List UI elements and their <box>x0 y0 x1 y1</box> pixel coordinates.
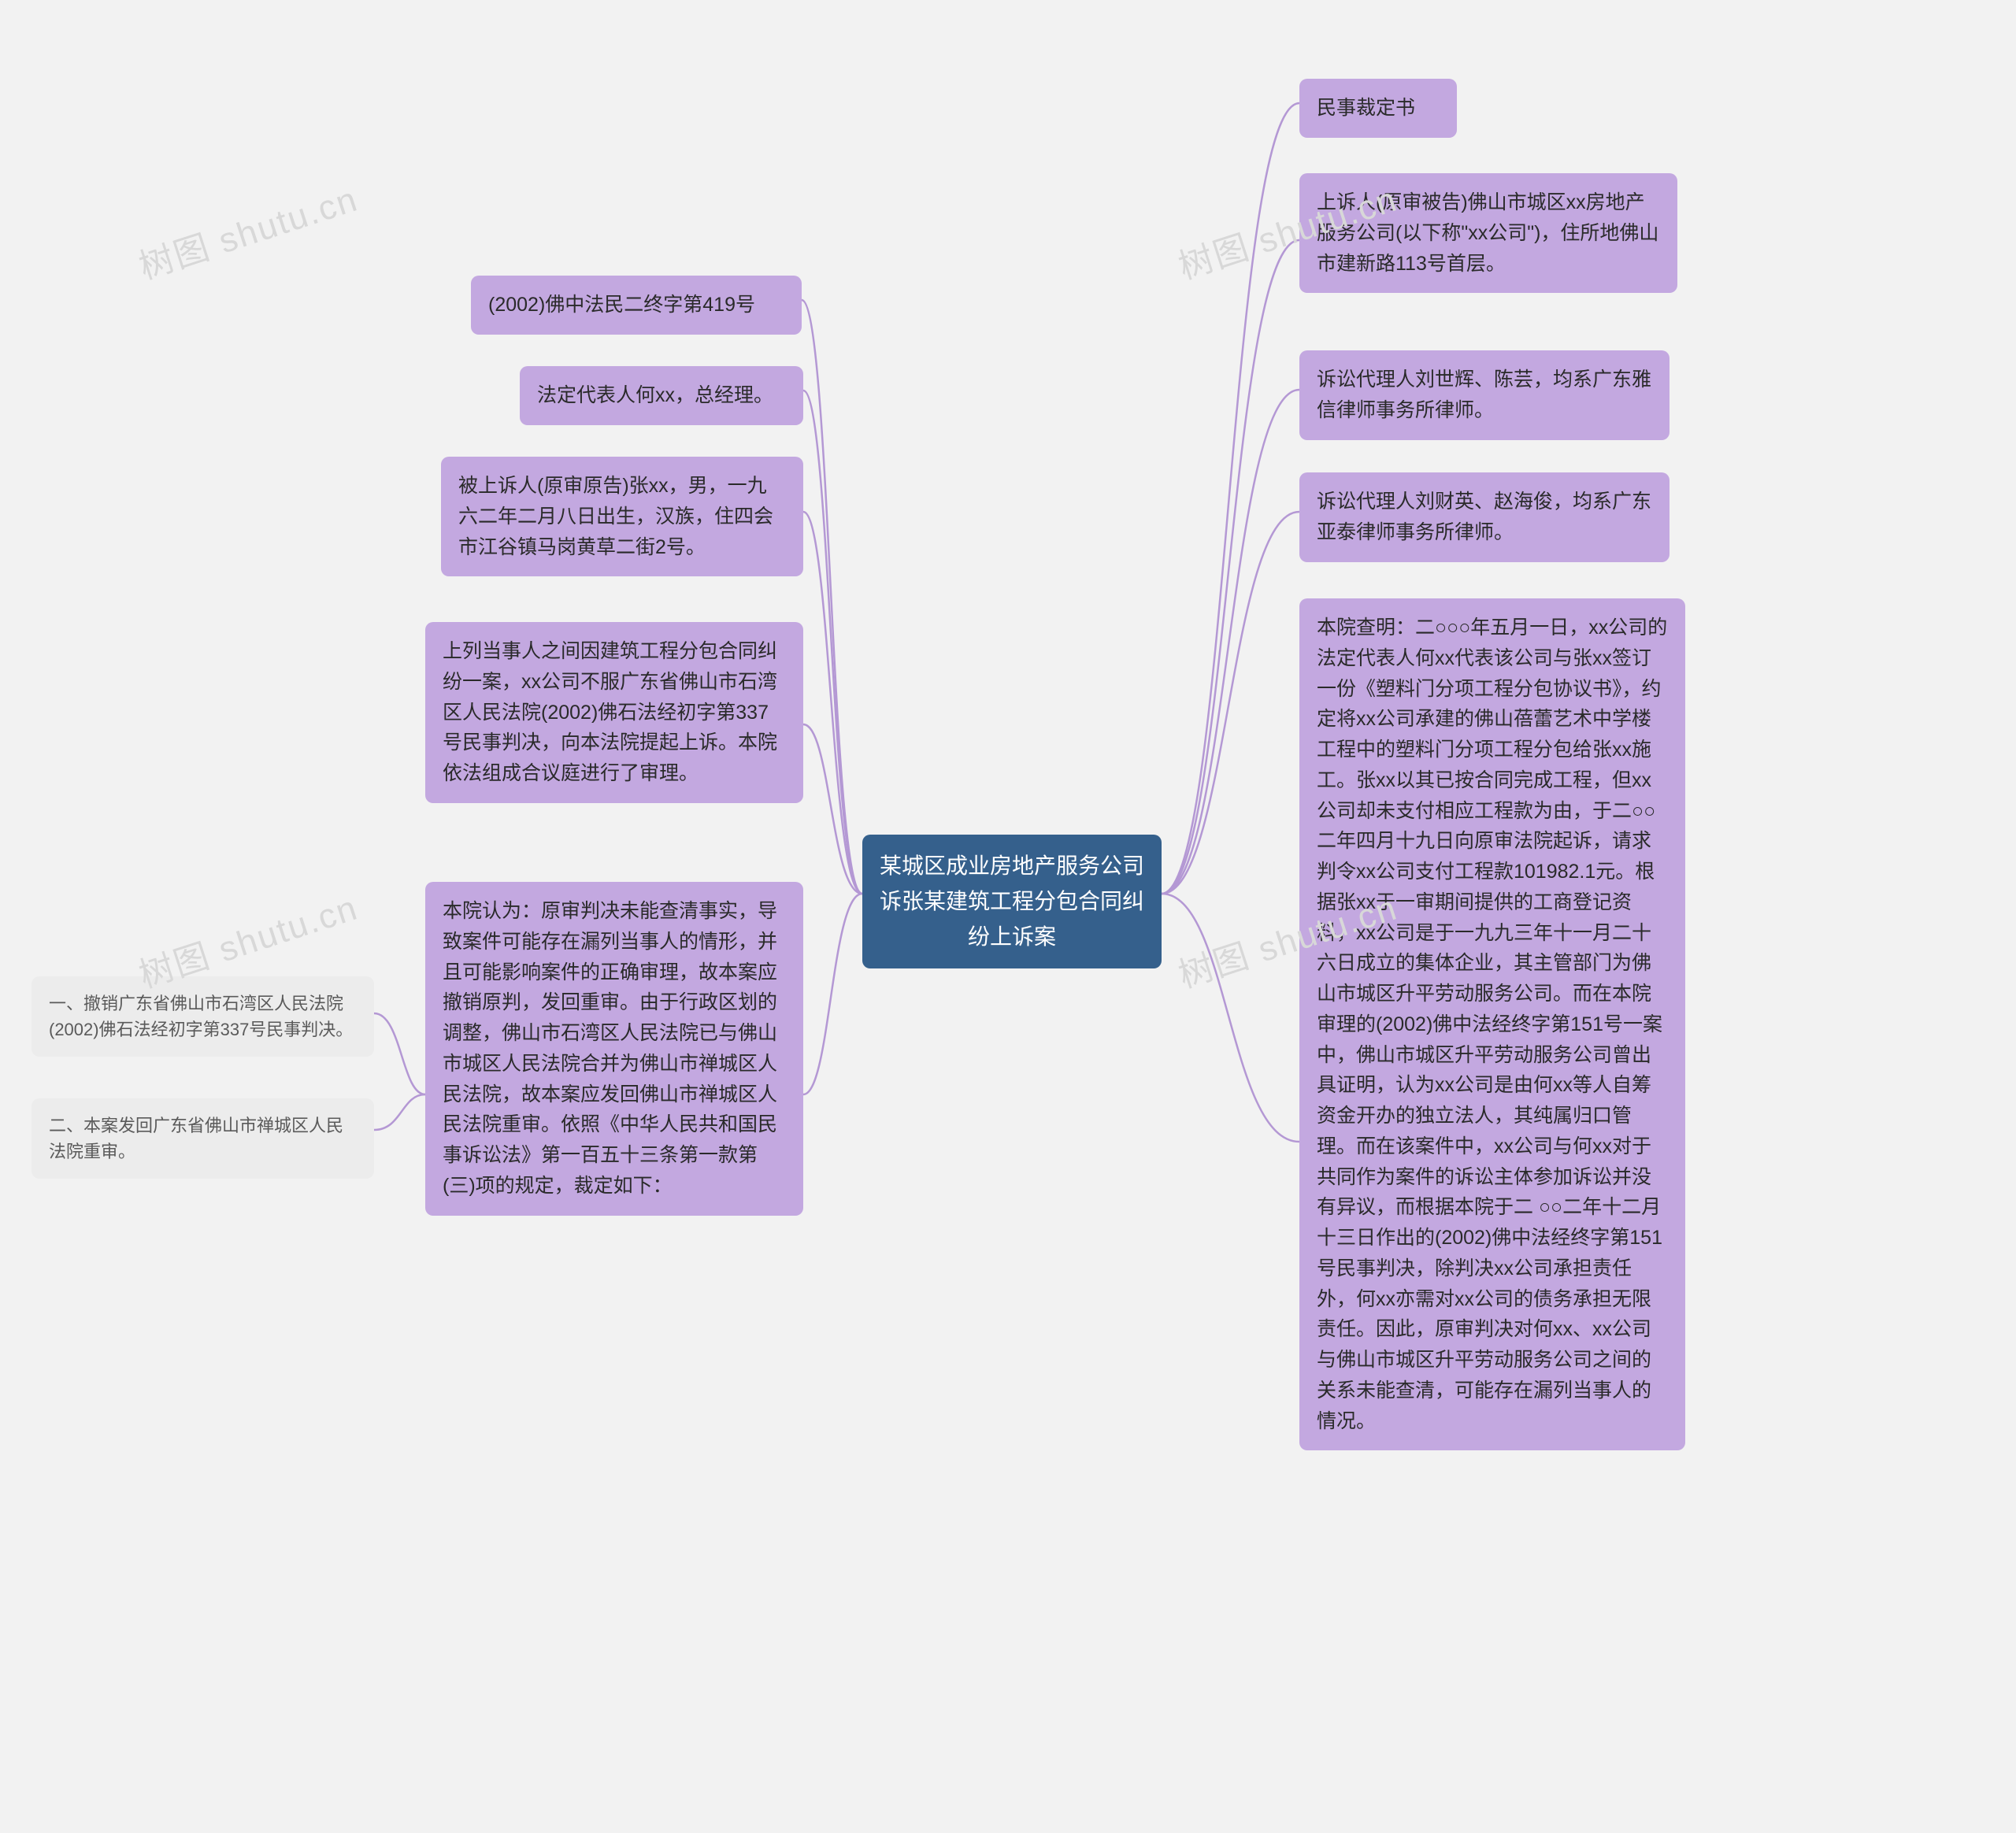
gray-node-g1[interactable]: 一、撤销广东省佛山市石湾区人民法院(2002)佛石法经初字第337号民事判决。 <box>32 976 374 1057</box>
connector-root-left-l4 <box>803 724 862 894</box>
right-node-r1[interactable]: 民事裁定书 <box>1299 79 1457 138</box>
connector-root-left-l5 <box>803 894 862 1094</box>
connector-l5-g2 <box>374 1094 425 1130</box>
right-node-r2[interactable]: 上诉人(原审被告)佛山市城区xx房地产服务公司(以下称"xx公司")，住所地佛山… <box>1299 173 1677 293</box>
left-node-l5[interactable]: 本院认为：原审判决未能查清事实，导致案件可能存在漏列当事人的情形，并且可能影响案… <box>425 882 803 1216</box>
connector-root-right-r2 <box>1162 240 1299 894</box>
left-node-l3[interactable]: 被上诉人(原审原告)张xx，男，一九六二年二月八日出生，汉族，住四会市江谷镇马岗… <box>441 457 803 576</box>
left-node-l1[interactable]: (2002)佛中法民二终字第419号 <box>471 276 802 335</box>
left-node-l4[interactable]: 上列当事人之间因建筑工程分包合同纠纷一案，xx公司不服广东省佛山市石湾区人民法院… <box>425 622 803 803</box>
connector-root-right-r1 <box>1162 103 1299 894</box>
right-node-r5[interactable]: 本院查明：二○○○年五月一日，xx公司的法定代表人何xx代表该公司与张xx签订一… <box>1299 598 1685 1450</box>
connector-l5-g1 <box>374 1013 425 1094</box>
connector-root-right-r3 <box>1162 390 1299 894</box>
root-node[interactable]: 某城区成业房地产服务公司诉张某建筑工程分包合同纠纷上诉案 <box>862 835 1162 968</box>
right-node-r3[interactable]: 诉讼代理人刘世辉、陈芸，均系广东雅信律师事务所律师。 <box>1299 350 1670 440</box>
connector-root-right-r5 <box>1162 894 1299 1142</box>
left-node-l2[interactable]: 法定代表人何xx，总经理。 <box>520 366 803 425</box>
right-node-r4[interactable]: 诉讼代理人刘财英、赵海俊，均系广东亚泰律师事务所律师。 <box>1299 472 1670 562</box>
connector-root-right-r4 <box>1162 512 1299 894</box>
connector-root-left-l3 <box>803 512 862 894</box>
gray-node-g2[interactable]: 二、本案发回广东省佛山市禅城区人民法院重审。 <box>32 1098 374 1179</box>
connector-root-left-l1 <box>802 300 862 894</box>
